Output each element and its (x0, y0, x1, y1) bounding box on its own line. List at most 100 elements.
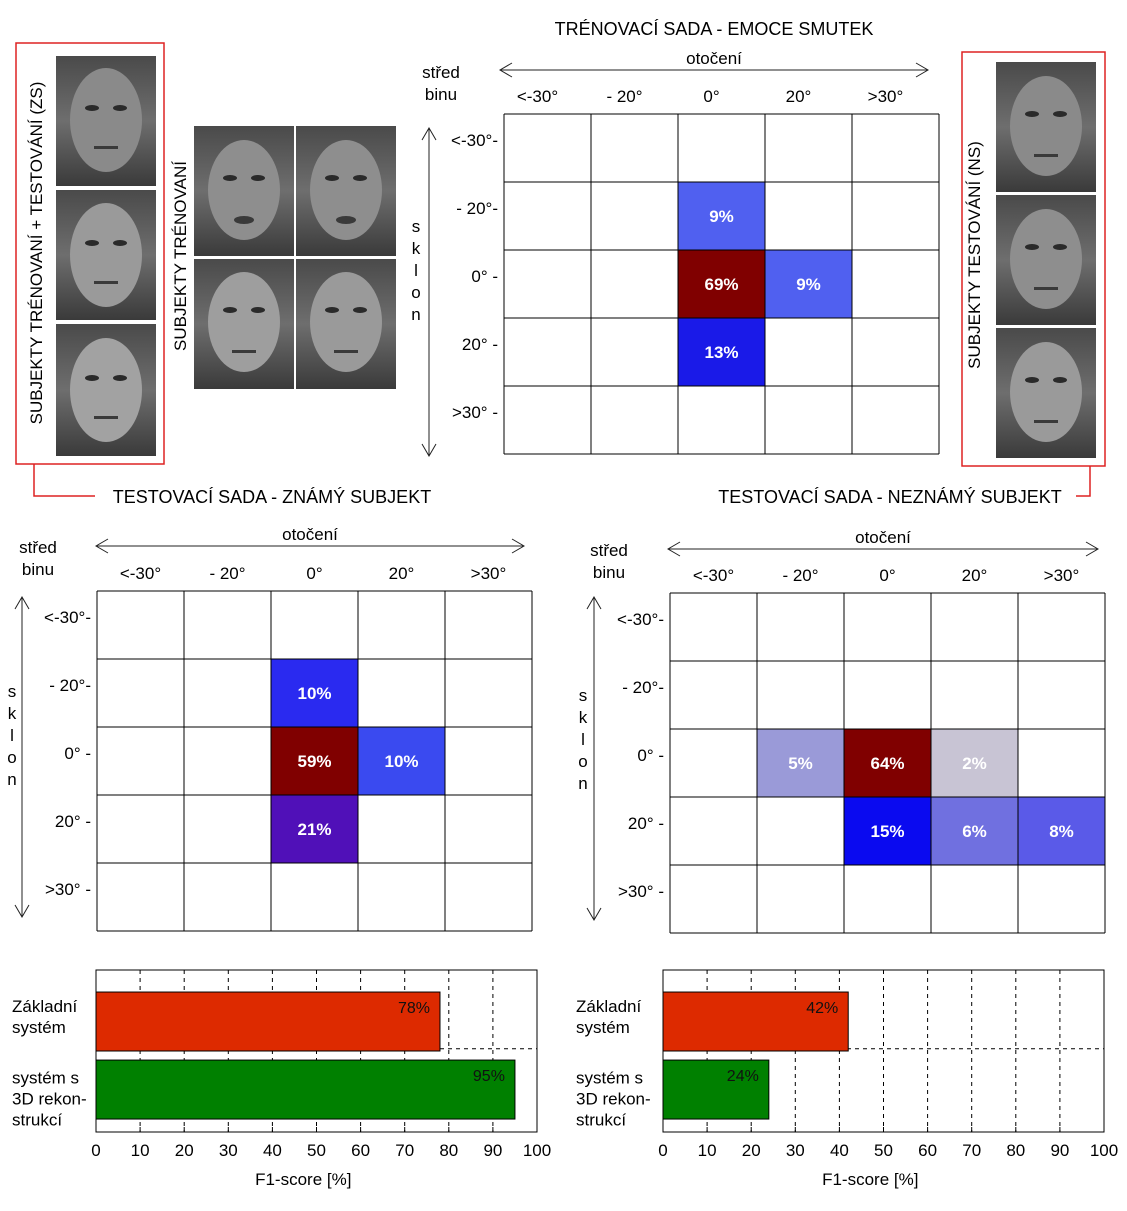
known-bars-x-tick-label: 70 (395, 1141, 414, 1160)
trained-label: SUBJEKTY TRÉNOVANÍ (171, 161, 190, 351)
known-heatmap-col-label: >30° (471, 564, 507, 583)
unknown-bars-bar-0 (662, 991, 849, 1052)
unknown-heatmap-x-axis-left-head (667, 541, 681, 557)
known-bars-category-label: strukcí (12, 1110, 62, 1129)
unknown-heatmap-cell-2-1 (757, 729, 844, 797)
unknown-bars-category-label: 3D rekon- (576, 1089, 651, 1108)
unknown-heatmap-bin-center-line1: střed (590, 541, 628, 560)
ns-frame (961, 51, 1106, 467)
ns-label: SUBJEKTY TESTOVÁNÍ (NS) (965, 141, 984, 369)
ns-subjects-panel: SUBJEKTY TESTOVÁNÍ (NS) (961, 51, 1106, 497)
training-heatmap-col-label: >30° (868, 87, 904, 106)
unknown-bars-category-label: strukcí (576, 1110, 626, 1129)
unknown-bars-bar-label-0: 42% (806, 1000, 838, 1017)
unknown-heatmap-cell-3-3 (931, 797, 1018, 865)
known-bars-x-tick-label: 0 (91, 1141, 100, 1160)
known-heatmap-x-axis-arrow (95, 538, 525, 554)
zs-face-photo-1 (56, 56, 156, 186)
trained-face-photo-3 (194, 259, 294, 389)
zs-frame (15, 42, 165, 465)
known-heatmap-grid (96, 590, 533, 932)
training-heatmap-col-label: - 20° (606, 87, 642, 106)
known-heatmap-cell-label-1-2: 10% (297, 684, 331, 703)
known-heatmap-y-axis-bottom-head (14, 904, 30, 918)
training-heatmap-y-axis-title-letter: s (412, 217, 421, 236)
unknown-heatmap-cell-label-2-1: 5% (788, 754, 813, 773)
known-bars-x-tick-label: 50 (307, 1141, 326, 1160)
unknown-bars-category-label: systém s (576, 1068, 643, 1087)
unknown-heatmap-y-axis-title-letter: k (579, 708, 588, 727)
known-heatmap-col-label: 0° (306, 564, 322, 583)
known-bars-x-tick-label: 20 (175, 1141, 194, 1160)
known-bars-category-label: systém s (12, 1068, 79, 1087)
training-heatmap-y-axis-title-letter: n (411, 305, 420, 324)
zs-face-photo-3 (56, 324, 156, 456)
training-heatmap-col-label: 0° (703, 87, 719, 106)
known-bars-category-label: Základní (12, 997, 77, 1016)
unknown-heatmap-cell-label-3-4: 8% (1049, 822, 1074, 841)
known-subject-bar-chart: 78% 95% Základní systém systém s 3D rekon-str… (12, 969, 551, 1189)
unknown-bars-x-tick-label: 100 (1090, 1141, 1118, 1160)
training-heatmap-x-axis-title: otočení (686, 49, 742, 68)
training-heatmap-y-axis-arrow (421, 127, 437, 457)
unknown-bars-category-label: Základní (576, 997, 641, 1016)
zs-face-photo-2 (56, 190, 156, 320)
known-heatmap-y-axis-title-letter: k (8, 704, 17, 723)
zs-label: SUBJEKTY TRÉNOVANÍ + TESTOVÁNÍ (ZS) (27, 82, 46, 425)
training-heatmap-cell-2-2 (678, 250, 765, 318)
zs-connector (33, 464, 95, 497)
training-heatmap-cell-label-3-2: 13% (704, 343, 738, 362)
training-heatmap-cell-1-2 (678, 182, 765, 250)
trained-face-photo-4 (296, 259, 396, 389)
unknown-heatmap-cell-3-4 (1018, 797, 1105, 865)
unknown-heatmap-y-axis-arrow (586, 596, 602, 921)
unknown-bars-x-tick-label: 20 (742, 1141, 761, 1160)
unknown-heatmap-col-label: <-30° (693, 566, 734, 585)
ns-connector (1076, 466, 1091, 497)
training-heatmap-y-axis-top-head (421, 127, 437, 141)
known-bars-x-tick-label: 100 (523, 1141, 551, 1160)
unknown-bars-x-tick-label: 90 (1050, 1141, 1069, 1160)
unknown-heatmap-cell-3-2 (844, 797, 931, 865)
training-heatmap-bin-center-line1: střed (422, 63, 460, 82)
known-heatmap-y-axis-title-letter: o (7, 748, 16, 767)
known-heatmap-cell-3-2 (271, 795, 358, 863)
known-heatmap-x-axis-left-head (95, 538, 109, 554)
training-heatmap-bin-center-line2: binu (425, 85, 457, 104)
known-heatmap-y-axis-top-head (14, 596, 30, 610)
unknown-bars-x-tick-label: 70 (962, 1141, 981, 1160)
unknown-bars-bar-1 (662, 1059, 770, 1120)
unknown-bars-x-tick-label: 10 (698, 1141, 717, 1160)
training-heatmap-y-axis-title-letter: k (412, 239, 421, 258)
known-heatmap-row-label: >30° - (45, 880, 91, 899)
known-heatmap-row-label: 0° - (64, 744, 91, 763)
unknown-subject-heatmap: 5% 64% 2% 15% 6% 8% <-30° - 20° 0° 20° >30° <-30°- -… (578, 528, 1106, 934)
unknown-heatmap-col-label: - 20° (782, 566, 818, 585)
known-subject-heatmap: 10% 59% 10% 21% <-30° - 20° 0° 20° >30° <-30°- - 2… (7, 525, 533, 932)
training-heatmap-cell-label-1-2: 9% (709, 207, 734, 226)
unknown-heatmap-row-label: - 20°- (622, 678, 664, 697)
training-heatmap-col-label: <-30° (517, 87, 558, 106)
unknown-bars-x-tick-label: 80 (1006, 1141, 1025, 1160)
known-bars-bar-0 (95, 991, 441, 1052)
known-heatmap-row-label: <-30°- (44, 608, 91, 627)
unknown-bars-category-label: systém (576, 1018, 630, 1037)
trained-subjects-panel: SUBJEKTY TRÉNOVANÍ (171, 126, 396, 389)
known-heatmap-cell-1-2 (271, 659, 358, 727)
unknown-heatmap-col-label: 0° (879, 566, 895, 585)
known-heatmap-y-axis-title-letter: n (7, 770, 16, 789)
training-heatmap-row-label: >30° - (452, 403, 498, 422)
known-heatmap-cell-2-2 (271, 727, 358, 795)
unknown-heatmap-y-axis-top-head (586, 596, 602, 610)
unknown-heatmap-row-label: 20° - (628, 814, 664, 833)
known-bars-x-axis-title: F1-score [%] (255, 1170, 351, 1189)
known-heatmap-y-axis-title-letter: l (10, 726, 14, 745)
known-bars-bar-1 (95, 1059, 516, 1120)
unknown-heatmap-cell-label-2-2: 64% (870, 754, 904, 773)
unknown-heatmap-y-axis-title-letter: l (581, 730, 585, 749)
unknown-heatmap-row-label: <-30°- (617, 610, 664, 629)
training-heatmap-y-axis-title-letter: o (411, 283, 420, 302)
known-heatmap-col-label: 20° (389, 564, 415, 583)
known-bars-x-tick-label: 80 (439, 1141, 458, 1160)
